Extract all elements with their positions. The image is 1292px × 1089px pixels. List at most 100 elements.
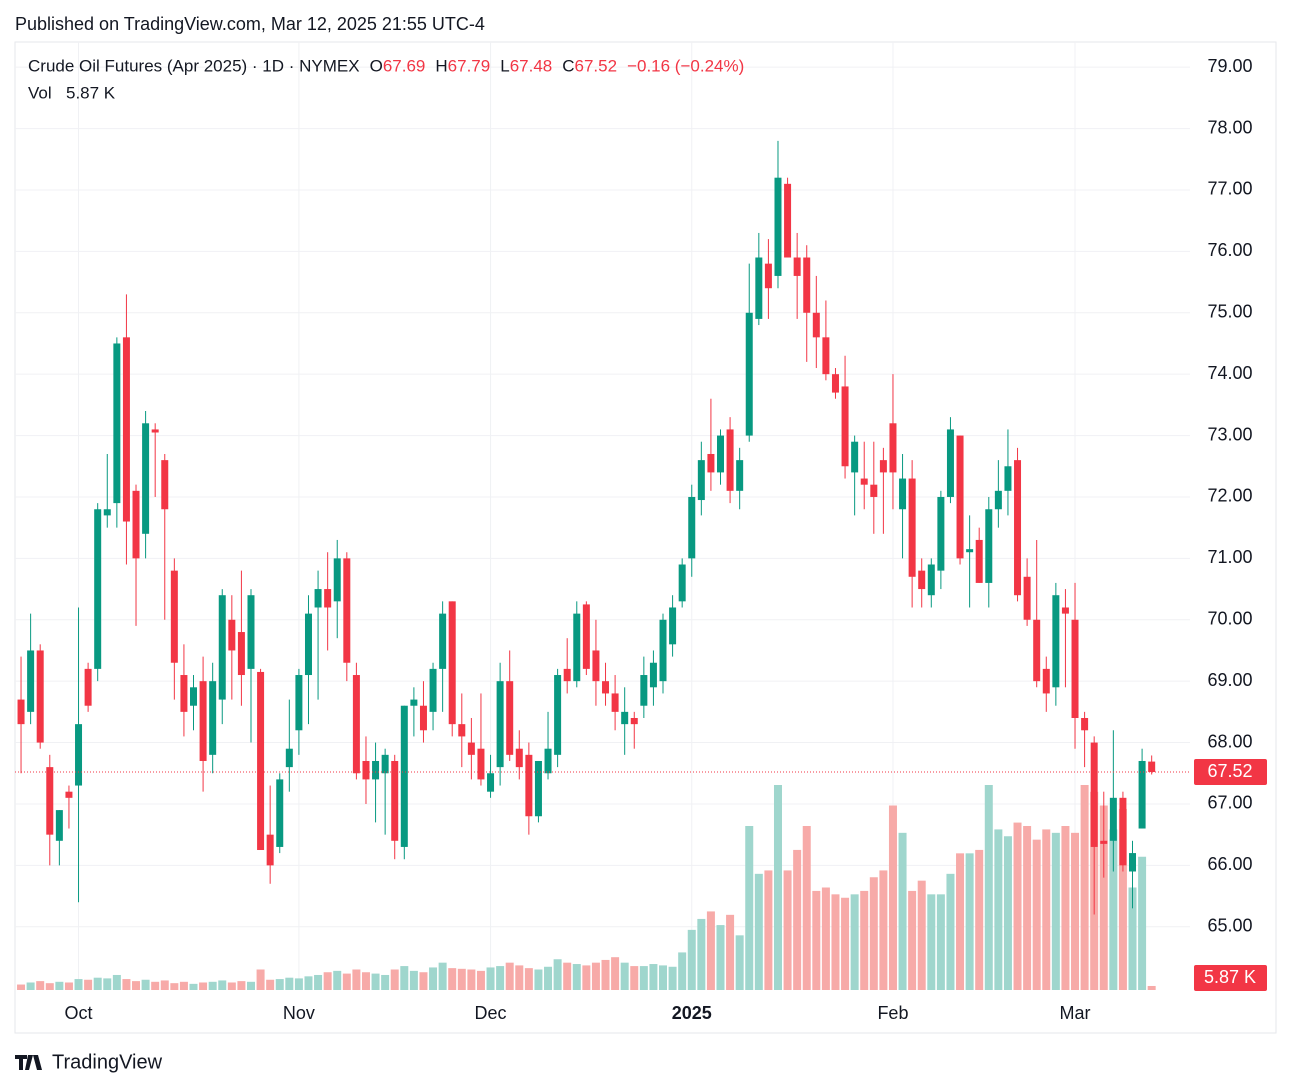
candle-body xyxy=(985,509,993,583)
y-tick-label: 79.00 xyxy=(1207,56,1252,76)
volume-bar xyxy=(151,981,160,990)
volume-bar xyxy=(620,962,629,990)
candle-body xyxy=(467,742,475,755)
volume-bar xyxy=(132,981,141,990)
candle-body xyxy=(103,509,111,516)
y-tick-label: 68.00 xyxy=(1207,731,1252,751)
volume-bar xyxy=(227,982,236,990)
candle-body xyxy=(46,767,54,835)
volume-bar xyxy=(572,964,581,990)
candle-body xyxy=(199,681,207,761)
volume-bar xyxy=(333,970,342,990)
y-tick-label: 73.00 xyxy=(1207,424,1252,444)
ohlc-letter: O xyxy=(370,56,383,75)
candle-body xyxy=(1033,619,1041,682)
volume-bar xyxy=(45,983,54,990)
volume-bar xyxy=(1042,829,1051,990)
volume-bar xyxy=(1118,808,1127,990)
candle-body xyxy=(640,675,648,706)
volume-bar xyxy=(936,894,945,990)
candle-body xyxy=(190,687,198,706)
candle-body xyxy=(975,539,983,583)
volume-bar xyxy=(304,976,313,990)
candle-body xyxy=(573,613,581,682)
volume-bar xyxy=(429,967,438,990)
volume-bar xyxy=(103,978,112,990)
candle-body xyxy=(649,662,657,688)
y-tick-label: 77.00 xyxy=(1207,179,1252,199)
volume-bar xyxy=(361,972,370,990)
candle-body xyxy=(697,460,705,501)
candle-body xyxy=(343,558,351,663)
volume-bar xyxy=(860,890,869,990)
candle-body xyxy=(630,718,638,725)
volume-bar xyxy=(716,925,725,990)
volume-bar xyxy=(208,981,217,990)
volume-bar xyxy=(687,929,696,990)
volume-bar xyxy=(601,959,610,990)
candle-body xyxy=(515,748,523,768)
volume-bar xyxy=(764,870,773,990)
candle-body xyxy=(36,650,44,743)
candle-body xyxy=(247,595,255,669)
volume-bar xyxy=(400,966,409,990)
volume-bar xyxy=(342,973,351,990)
candle-body xyxy=(228,619,236,651)
volume-bar xyxy=(965,853,974,990)
volume-bar xyxy=(505,962,514,990)
candle-body xyxy=(764,263,772,289)
candle-body xyxy=(889,423,897,473)
y-tick-label: 67.00 xyxy=(1207,793,1252,813)
candle-body xyxy=(170,570,178,663)
candle-layer xyxy=(17,140,1156,915)
x-tick-label: Nov xyxy=(283,1003,315,1023)
y-tick-label: 75.00 xyxy=(1207,302,1252,322)
candle-body xyxy=(621,711,629,725)
candle-body xyxy=(65,791,73,798)
volume-bar xyxy=(946,873,955,990)
volume-bar xyxy=(381,974,390,990)
candle-body xyxy=(918,570,926,590)
ohlc-value: 67.69 xyxy=(383,56,426,75)
candle-body xyxy=(362,760,370,780)
candle-body xyxy=(1052,595,1060,688)
candle-body xyxy=(966,549,974,553)
candle-body xyxy=(1129,853,1137,872)
volume-bar xyxy=(1032,839,1041,990)
volume-bar xyxy=(84,979,93,990)
candle-body xyxy=(151,429,159,433)
candle-body xyxy=(879,460,887,473)
last-price-badge xyxy=(1194,759,1267,786)
volume-bar xyxy=(1003,836,1012,990)
candle-body xyxy=(84,668,92,706)
volume-bar xyxy=(1099,805,1108,990)
candle-body xyxy=(736,460,744,491)
candle-body xyxy=(956,435,964,559)
volume-bar xyxy=(553,959,562,990)
volume-bar xyxy=(323,972,332,990)
volume-bar xyxy=(735,935,744,990)
volume-bar xyxy=(812,890,821,990)
candle-body xyxy=(774,177,782,276)
volume-bar xyxy=(1147,985,1156,990)
candle-body xyxy=(266,834,274,866)
volume-bar xyxy=(237,981,246,990)
volume-bar xyxy=(1109,829,1118,990)
volume-bar xyxy=(745,826,754,990)
candle-body xyxy=(812,312,820,338)
volume-bar xyxy=(1071,832,1080,990)
volume-bar xyxy=(994,829,1003,990)
candle-body xyxy=(304,613,312,676)
candle-body xyxy=(1023,576,1031,620)
candle-body xyxy=(927,564,935,596)
candle-body xyxy=(410,699,418,706)
y-tick-label: 65.00 xyxy=(1207,916,1252,936)
candle-body xyxy=(142,423,150,534)
volume-bar xyxy=(534,969,543,990)
candle-body xyxy=(55,810,63,841)
volume-bar xyxy=(486,967,495,990)
candle-body xyxy=(218,595,226,700)
volume-bar xyxy=(314,974,323,990)
y-tick-label: 76.00 xyxy=(1207,240,1252,260)
volume-bar xyxy=(160,980,169,990)
